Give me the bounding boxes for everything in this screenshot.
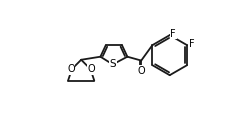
Text: F: F [170, 29, 175, 39]
Text: O: O [137, 66, 144, 76]
Text: O: O [87, 64, 94, 74]
Text: O: O [67, 64, 75, 74]
Text: F: F [188, 39, 193, 49]
Text: S: S [109, 59, 116, 69]
